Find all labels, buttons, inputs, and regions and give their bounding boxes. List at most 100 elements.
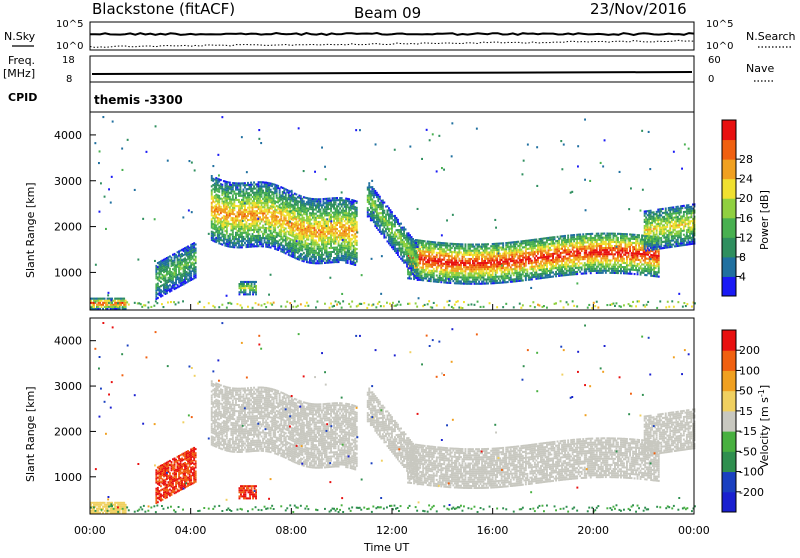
- data-cell: [333, 220, 335, 222]
- data-cell: [323, 217, 325, 219]
- data-cell: [622, 256, 624, 258]
- data-cell: [348, 235, 350, 237]
- data-cell: [502, 246, 504, 248]
- data-cell: [320, 223, 322, 225]
- data-cell: [449, 282, 451, 284]
- data-cell: [338, 242, 340, 244]
- data-cell: [235, 195, 237, 197]
- data-cell: [582, 233, 584, 235]
- data-cell: [307, 239, 309, 241]
- data-cell: [211, 192, 213, 194]
- data-cell: [233, 191, 235, 193]
- data-cell: [303, 200, 305, 202]
- data-cell: [307, 245, 309, 247]
- data-cell: [606, 261, 608, 263]
- data-cell: [643, 272, 645, 274]
- data-cell: [597, 259, 599, 261]
- data-cell: [259, 198, 261, 200]
- data-cell: [578, 250, 580, 252]
- data-cell: [641, 257, 643, 259]
- data-cell: [529, 258, 531, 260]
- data-cell: [591, 256, 593, 258]
- data-cell: [320, 221, 322, 223]
- data-cell: [330, 202, 332, 204]
- data-cell: [566, 262, 568, 264]
- data-cell: [522, 261, 524, 263]
- data-cell: [307, 210, 309, 212]
- data-cell: [590, 272, 592, 274]
- data-cell: [474, 246, 476, 248]
- data-cell: [507, 267, 509, 269]
- data-cell: [602, 239, 604, 241]
- data-cell: [250, 194, 252, 196]
- data-cell: [505, 248, 507, 250]
- data-cell: [543, 254, 545, 256]
- data-cell: [452, 280, 454, 282]
- data-cell: [249, 233, 251, 235]
- data-cell: [321, 256, 323, 258]
- radar-title: Blackstone (fitACF): [92, 0, 235, 18]
- data-cell: [227, 190, 229, 192]
- data-cell: [525, 265, 527, 267]
- data-cell: [566, 268, 568, 270]
- data-cell: [635, 267, 637, 269]
- data-cell: [460, 266, 462, 268]
- data-cell: [520, 245, 522, 247]
- data-cell: [419, 262, 421, 264]
- data-cell: [458, 258, 460, 260]
- data-cell: [545, 250, 547, 252]
- data-cell: [338, 255, 340, 257]
- data-cell: [455, 258, 457, 260]
- data-cell: [315, 240, 317, 242]
- data-cell: [354, 264, 356, 266]
- data-cell: [451, 278, 453, 280]
- data-cell: [605, 241, 607, 243]
- data-cell: [312, 206, 314, 208]
- data-cell: [649, 260, 651, 262]
- data-cell: [573, 240, 575, 242]
- data-cell: [306, 214, 308, 216]
- data-cell: [552, 276, 554, 278]
- data-cell: [575, 265, 577, 267]
- data-cell: [265, 229, 267, 231]
- data-cell: [465, 272, 467, 274]
- data-cell: [620, 264, 622, 266]
- data-cell: [585, 252, 587, 254]
- data-cell: [513, 274, 515, 276]
- data-cell: [484, 274, 486, 276]
- data-cell: [613, 239, 615, 241]
- data-cell: [320, 211, 322, 213]
- data-cell: [543, 266, 545, 268]
- data-cell: [596, 247, 598, 249]
- data-cell: [333, 205, 335, 207]
- data-cell: [614, 266, 616, 268]
- data-cell: [253, 243, 255, 245]
- data-cell: [471, 272, 473, 274]
- data-cell: [261, 231, 263, 233]
- data-cell: [329, 259, 331, 261]
- data-cell: [449, 245, 451, 247]
- data-cell: [653, 269, 655, 271]
- data-cell: [599, 255, 601, 257]
- data-cell: [502, 242, 504, 244]
- data-cell: [617, 272, 619, 274]
- data-cell: [451, 255, 453, 257]
- data-cell: [339, 230, 341, 232]
- data-cell: [341, 243, 343, 245]
- data-cell: [535, 239, 537, 241]
- data-cell: [637, 238, 639, 240]
- data-cell: [267, 213, 269, 215]
- data-cell: [246, 190, 248, 192]
- data-cell: [557, 252, 559, 254]
- data-cell: [227, 216, 229, 218]
- data-cell: [474, 275, 476, 277]
- data-cell: [306, 212, 308, 214]
- data-cell: [451, 259, 453, 261]
- data-cell: [638, 269, 640, 271]
- data-cell: [262, 243, 264, 245]
- data-cell: [318, 227, 320, 229]
- data-cell: [474, 262, 476, 264]
- data-cell: [309, 216, 311, 218]
- data-cell: [576, 244, 578, 246]
- data-cell: [576, 271, 578, 273]
